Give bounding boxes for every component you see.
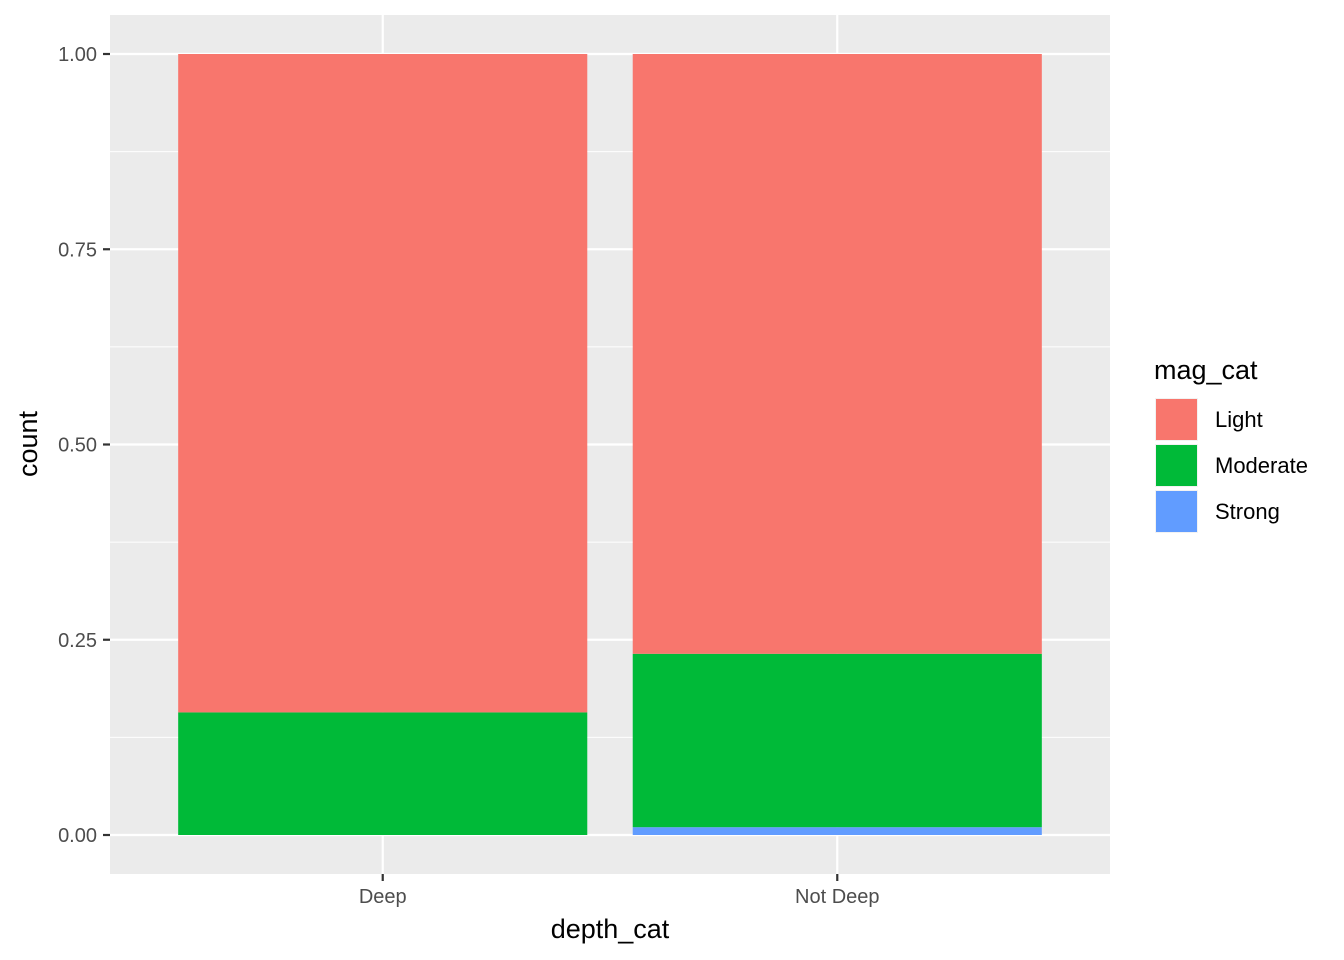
y-tick-label: 0.50 — [58, 435, 97, 457]
legend-title: mag_cat — [1154, 355, 1258, 385]
x-axis: Deep Not Deep — [359, 874, 880, 908]
y-tick-label: 0.25 — [58, 630, 97, 652]
legend-label-moderate: Moderate — [1215, 453, 1308, 478]
y-tick-label: 1.00 — [58, 44, 97, 66]
legend-swatch-light — [1156, 399, 1197, 440]
y-axis: 0.00 0.25 0.50 0.75 1.00 — [58, 44, 110, 847]
legend-swatch-strong — [1156, 491, 1197, 532]
bar-not-deep-moderate — [632, 653, 1042, 828]
y-tick-label: 0.00 — [58, 825, 97, 847]
legend-label-light: Light — [1215, 407, 1263, 432]
x-tick-label: Deep — [359, 886, 407, 908]
bar-not-deep-strong — [632, 827, 1042, 835]
y-tick-label: 0.75 — [58, 239, 97, 261]
legend-label-strong: Strong — [1215, 499, 1280, 524]
legend: mag_cat Light Moderate Strong — [1154, 355, 1308, 533]
bar-deep-moderate — [178, 712, 588, 835]
bar-deep-light — [178, 54, 588, 713]
y-axis-title: count — [13, 410, 43, 477]
x-tick-label: Not Deep — [795, 886, 880, 908]
legend-swatch-moderate — [1156, 445, 1197, 486]
bars — [178, 54, 1042, 835]
x-axis-title: depth_cat — [551, 914, 670, 944]
bar-not-deep-light — [632, 54, 1042, 654]
